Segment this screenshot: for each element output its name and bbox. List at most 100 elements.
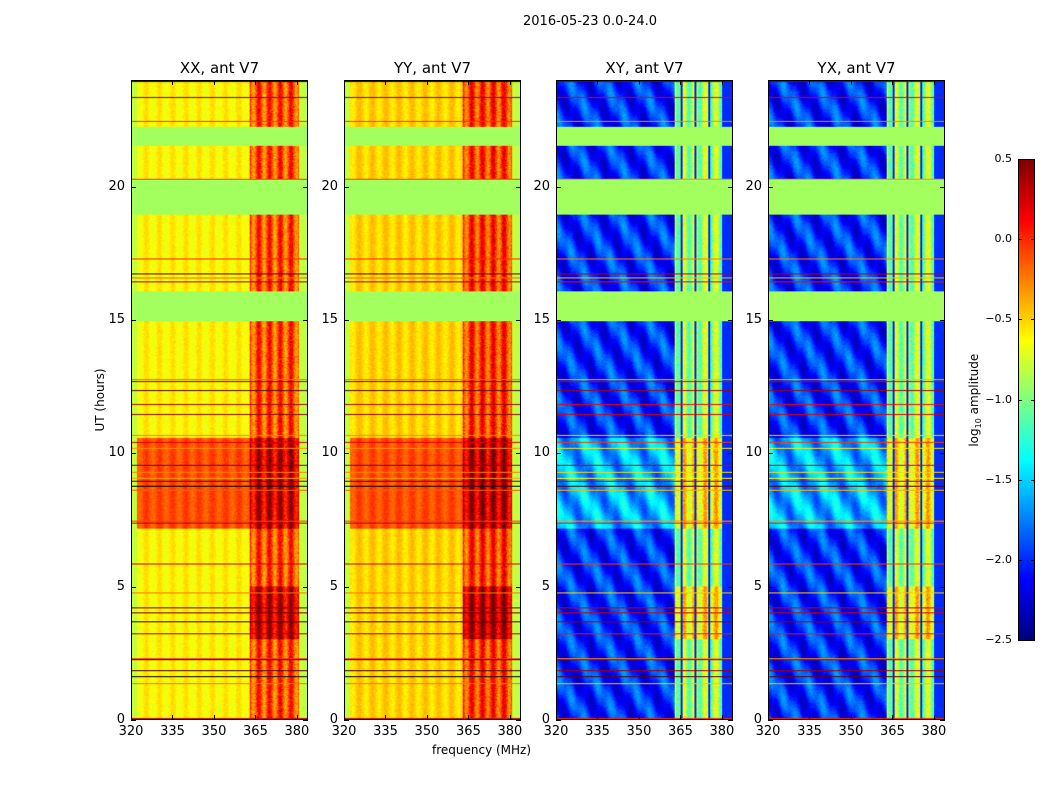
x-tick-label: 380 <box>921 724 947 739</box>
y-tick-mark <box>516 320 521 321</box>
y-tick-mark <box>940 453 945 455</box>
colorbar-label-rest: amplitude <box>966 353 981 419</box>
x-tick-mark <box>809 715 811 720</box>
y-tick-label: 0 <box>329 712 338 727</box>
x-tick-label: 335 <box>797 724 822 739</box>
x-tick-mark <box>509 715 511 720</box>
x-tick-label: 320 <box>543 724 569 739</box>
colorbar-tick-label: −1.5 <box>985 472 1012 486</box>
x-tick-mark <box>933 80 935 85</box>
y-tick-mark <box>556 453 561 455</box>
panel-title: XX, ant V7 <box>179 59 260 77</box>
y-tick-label: 10 <box>533 445 550 461</box>
figure-title: 2016-05-23 0.0-24.0 <box>523 14 657 29</box>
heatmap-panel-2 <box>556 80 733 720</box>
y-tick-mark <box>940 586 945 588</box>
y-tick-mark <box>940 720 945 721</box>
y-tick-mark <box>303 586 308 588</box>
y-tick-mark <box>516 453 521 455</box>
y-tick-label: 15 <box>533 312 550 327</box>
x-tick-label: 365 <box>668 724 693 739</box>
y-tick-mark <box>303 720 308 721</box>
y-tick-mark <box>768 720 773 721</box>
x-tick-mark <box>468 715 470 720</box>
x-tick-mark <box>509 80 511 85</box>
y-tick-mark <box>303 320 308 321</box>
y-tick-label: 20 <box>745 178 762 194</box>
y-tick-label: 20 <box>108 178 125 194</box>
y-tick-mark <box>516 186 521 188</box>
y-tick-mark <box>768 320 773 321</box>
y-tick-mark <box>303 186 308 188</box>
x-tick-label: 320 <box>755 724 781 739</box>
y-tick-mark <box>940 320 945 321</box>
x-tick-mark <box>426 80 428 85</box>
x-tick-mark <box>721 80 723 85</box>
y-tick-mark <box>556 586 561 588</box>
heatmap-panel-0 <box>131 80 308 720</box>
colorbar-tick-mark <box>1018 479 1022 481</box>
x-tick-mark <box>597 715 599 720</box>
x-tick-mark <box>255 715 257 720</box>
x-tick-mark <box>344 715 345 720</box>
y-tick-mark <box>728 586 733 588</box>
x-tick-mark <box>680 80 682 85</box>
x-tick-mark <box>213 80 215 85</box>
x-tick-mark <box>850 715 852 720</box>
x-tick-mark <box>680 715 682 720</box>
colorbar-tick-mark <box>1031 399 1035 401</box>
x-tick-mark <box>426 715 428 720</box>
panel-title: YY, ant V7 <box>393 59 471 77</box>
y-tick-label: 10 <box>745 445 762 461</box>
colorbar-tick-mark <box>1018 319 1022 321</box>
heatmap-panel-3 <box>768 80 945 720</box>
y-tick-label: 15 <box>321 312 338 327</box>
colorbar-label-log: log <box>966 428 981 447</box>
x-tick-mark <box>172 715 174 720</box>
y-tick-mark <box>556 320 561 321</box>
y-tick-mark <box>516 586 521 588</box>
y-tick-label: 10 <box>321 445 338 461</box>
y-tick-mark <box>131 586 136 588</box>
panel-title: XY, ant V7 <box>605 59 684 77</box>
x-tick-mark <box>768 715 769 720</box>
x-tick-label: 320 <box>118 724 144 739</box>
y-tick-label: 5 <box>753 578 762 594</box>
colorbar-tick-mark <box>1031 159 1035 160</box>
y-tick-label: 20 <box>533 178 550 194</box>
x-tick-mark <box>385 80 387 85</box>
y-tick-mark <box>728 186 733 188</box>
colorbar-tick-label: 0.0 <box>994 232 1013 246</box>
x-tick-mark <box>556 80 557 85</box>
colorbar-tick-label: 0.5 <box>994 152 1013 165</box>
x-tick-label: 350 <box>414 724 440 739</box>
x-tick-label: 335 <box>373 724 398 739</box>
colorbar-tick-mark <box>1018 559 1022 561</box>
colorbar-label-sub: 10 <box>974 418 984 429</box>
colorbar-tick-mark <box>1018 159 1022 160</box>
colorbar-tick-mark <box>1018 640 1022 641</box>
y-tick-mark <box>131 453 136 455</box>
y-tick-mark <box>344 720 349 721</box>
x-tick-mark <box>721 715 723 720</box>
y-tick-mark <box>768 186 773 188</box>
y-tick-mark <box>344 453 349 455</box>
y-tick-label: 5 <box>329 578 338 594</box>
colorbar-tick-mark <box>1018 399 1022 401</box>
x-axis-label: frequency (MHz) <box>432 743 532 757</box>
y-tick-mark <box>728 720 733 721</box>
colorbar-tick-label: −2.5 <box>985 633 1012 646</box>
y-tick-mark <box>131 320 136 321</box>
colorbar-tick-mark <box>1031 479 1035 481</box>
y-tick-label: 15 <box>108 312 125 327</box>
y-tick-label: 10 <box>108 445 125 461</box>
y-tick-mark <box>131 720 136 721</box>
x-tick-mark <box>131 80 132 85</box>
y-tick-label: 5 <box>541 578 550 594</box>
y-tick-mark <box>344 186 349 188</box>
x-tick-label: 380 <box>709 724 735 739</box>
x-tick-mark <box>768 80 769 85</box>
x-tick-label: 350 <box>201 724 227 739</box>
y-tick-label: 15 <box>745 312 762 327</box>
x-tick-mark <box>638 715 640 720</box>
